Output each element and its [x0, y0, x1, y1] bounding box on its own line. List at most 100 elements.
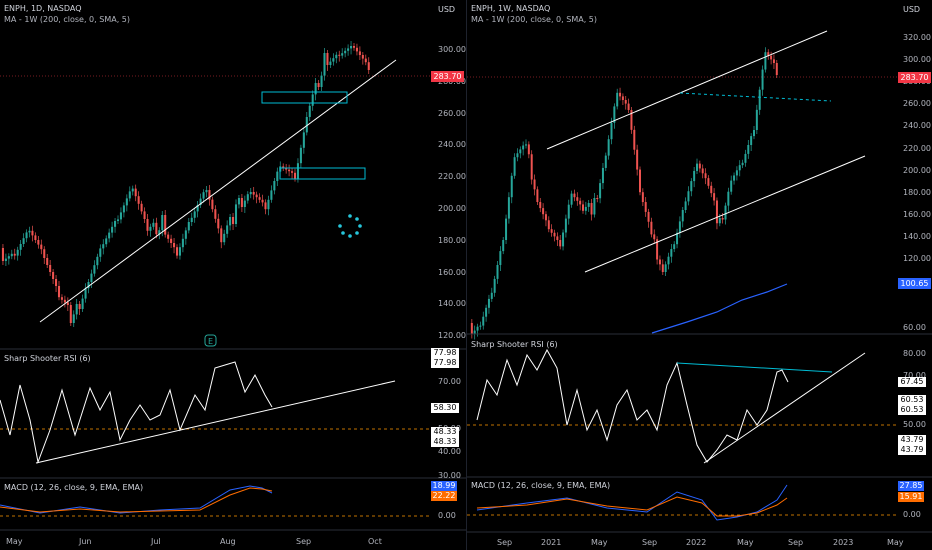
candle-body [715, 200, 718, 224]
candle-body [78, 304, 81, 309]
candle-body [755, 109, 758, 130]
rsi-value-badge: 77.98 [431, 348, 459, 358]
left-rsi-trendline[interactable] [35, 380, 396, 464]
candle-body [636, 149, 639, 170]
candle-body [507, 197, 510, 219]
candle-body [547, 220, 550, 230]
candle-body [656, 239, 659, 260]
candle-body [490, 292, 493, 299]
candle-body [482, 316, 485, 326]
candle-body [713, 193, 716, 201]
candle-body [60, 297, 63, 300]
candle-body [72, 314, 75, 323]
candle-body [361, 55, 364, 59]
candle-body [273, 181, 276, 191]
rsi-value-badge: 77.98 [431, 358, 459, 368]
candle-body [63, 299, 66, 303]
price-tick-label: 240.00 [903, 121, 931, 130]
left-macd-title[interactable]: MACD (12, 26, close, 9, EMA, EMA) [4, 483, 144, 492]
left-ma-legend[interactable]: MA - 1W (200, close, 0, SMA, 5) [4, 15, 130, 24]
right-macd-line [476, 484, 788, 521]
candle-body [761, 69, 764, 90]
candle-body [296, 163, 299, 179]
candle-body [519, 149, 522, 154]
candle-body [311, 94, 314, 106]
channel-lower-line[interactable] [584, 155, 866, 273]
candle-body [170, 238, 173, 243]
right-rsi-resistance-line[interactable] [676, 362, 833, 373]
candle-body [347, 48, 350, 51]
candle-body [237, 198, 240, 205]
candle-body [741, 162, 744, 166]
price-tick-label: 140.00 [438, 299, 466, 308]
left-chart-canvas[interactable]: E [0, 0, 466, 550]
candle-body [155, 222, 158, 235]
price-tick-label: 60.00 [903, 323, 926, 332]
rsi-tick-label: 50.00 [903, 420, 926, 429]
candle-body [747, 145, 750, 154]
candle-body [358, 51, 361, 55]
candle-body [641, 192, 644, 203]
right-symbol-title[interactable]: ENPH, 1W, NASDAQ [471, 4, 551, 13]
candle-body [178, 247, 181, 256]
price-tick-label: 260.00 [438, 109, 466, 118]
candle-body [533, 179, 536, 190]
candle-body [730, 180, 733, 192]
time-tick-label: Aug [220, 537, 236, 546]
candle-body [25, 232, 28, 239]
candle-body [193, 211, 196, 218]
candle-body [690, 181, 693, 192]
rsi-value-badge: 58.30 [431, 403, 459, 413]
left-target-box[interactable] [279, 167, 366, 180]
right-rsi-title[interactable]: Sharp Shooter RSI (6) [471, 340, 558, 349]
candle-body [102, 244, 105, 249]
candle-body [684, 201, 687, 210]
channel-mid-dashed-line[interactable] [679, 92, 832, 102]
candle-body [285, 168, 288, 170]
price-tick-label: 300.00 [903, 55, 931, 64]
candle-body [232, 217, 235, 224]
right-ma-price-badge: 100.65 [898, 278, 931, 289]
candle-body [119, 212, 122, 220]
candle-body [753, 130, 755, 137]
right-chart-canvas[interactable] [467, 0, 932, 550]
candle-body [582, 204, 584, 211]
candle-body [114, 221, 117, 227]
left-trendline[interactable] [39, 59, 397, 323]
candle-body [255, 194, 258, 198]
candle-body [607, 139, 610, 156]
left-chart-pane[interactable]: E ENPH, 1D, NASDAQ MA - 1W (200, close, … [0, 0, 466, 550]
left-currency-label: USD [438, 5, 456, 14]
right-macd-title[interactable]: MACD (12, 26, close, 9, EMA, EMA) [471, 481, 611, 490]
candle-body [553, 232, 556, 237]
candle-body [499, 251, 502, 265]
candle-body [229, 217, 232, 226]
candle-body [152, 222, 155, 227]
candle-body [352, 46, 356, 48]
candle-body [624, 100, 627, 104]
left-rsi-title[interactable]: Sharp Shooter RSI (6) [4, 354, 91, 363]
right-chart-pane[interactable]: ENPH, 1W, NASDAQ MA - 1W (200, close, 0,… [467, 0, 932, 550]
candle-body [573, 193, 576, 198]
candle-body [52, 272, 55, 279]
left-symbol-title[interactable]: ENPH, 1D, NASDAQ [4, 4, 82, 13]
left-resistance-box[interactable] [261, 91, 348, 104]
right-rsi-trendline[interactable] [703, 352, 866, 464]
left-signal-line [0, 487, 273, 513]
candle-body [496, 265, 499, 279]
earnings-marker-icon[interactable]: E [204, 334, 217, 347]
candle-body [246, 194, 249, 201]
candle-body [505, 218, 508, 240]
candle-body [140, 203, 143, 212]
candle-body [305, 117, 308, 133]
loading-spinner-icon [338, 214, 362, 238]
candle-body [596, 198, 599, 199]
candle-body [764, 52, 767, 70]
pane-divider[interactable] [465, 0, 467, 550]
candle-body [727, 191, 730, 206]
left-macd-zero-label: 0.00 [438, 511, 456, 520]
price-tick-label: 180.00 [438, 236, 466, 245]
channel-upper-line[interactable] [546, 30, 828, 150]
rsi-tick-label: 80.00 [903, 349, 926, 358]
right-ma-legend[interactable]: MA - 1W (200, close, 0, SMA, 5) [471, 15, 597, 24]
